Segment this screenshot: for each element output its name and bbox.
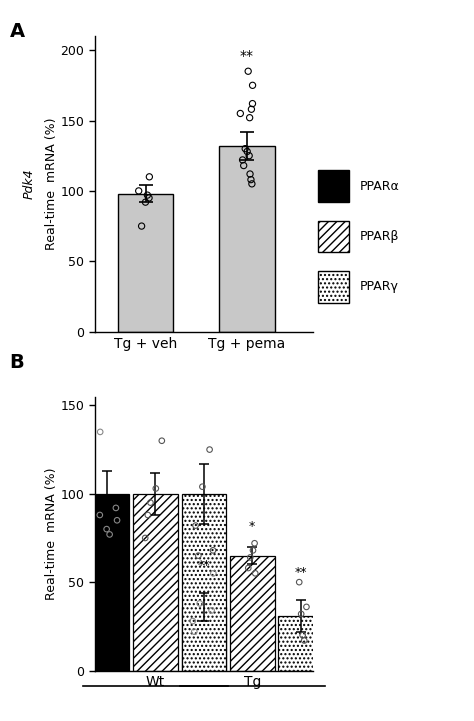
Point [248, 178, 255, 190]
Bar [182, 494, 226, 671]
Point [146, 497, 154, 508]
Point [246, 150, 253, 162]
Point [158, 435, 165, 446]
Point [241, 143, 249, 154]
Point [247, 174, 255, 185]
Point [199, 481, 206, 492]
Point [297, 609, 305, 620]
Text: PPARγ: PPARγ [360, 280, 399, 293]
Point [112, 502, 120, 513]
Point [240, 160, 247, 172]
Point [141, 532, 149, 544]
Point [247, 104, 255, 115]
Point [96, 426, 104, 438]
Point [303, 601, 310, 613]
Bar [318, 170, 349, 202]
Point [106, 528, 113, 540]
Text: A: A [9, 22, 25, 40]
Point [251, 567, 259, 579]
Text: **: ** [198, 559, 210, 572]
Point [194, 550, 202, 562]
Point [210, 567, 217, 579]
Point [196, 598, 203, 609]
Point [113, 515, 121, 526]
Text: Pdk4: Pdk4 [23, 169, 36, 199]
Point [251, 537, 258, 549]
Text: **: ** [240, 49, 254, 63]
Point [103, 523, 110, 535]
Text: PPARβ: PPARβ [360, 230, 400, 243]
Point [249, 544, 257, 556]
Point [209, 544, 217, 556]
Bar [182, 607, 226, 671]
Point [142, 196, 149, 208]
Point [206, 444, 213, 456]
Point [189, 615, 197, 627]
Point [245, 562, 252, 574]
Point [246, 168, 254, 180]
Point [96, 509, 104, 521]
Bar [85, 494, 129, 671]
Point [246, 552, 254, 563]
Bar [133, 494, 178, 671]
Text: **: ** [294, 565, 307, 579]
Point [239, 154, 246, 166]
Bar [318, 271, 349, 303]
Bar [318, 221, 349, 252]
Bar [230, 556, 274, 671]
Point [249, 98, 256, 110]
Point [237, 107, 244, 119]
Point [243, 146, 251, 157]
Point [299, 629, 306, 641]
Point [301, 634, 308, 646]
Point [245, 66, 252, 77]
Point [135, 185, 143, 197]
Point [191, 626, 198, 637]
Text: *: * [249, 520, 255, 533]
Point [192, 520, 200, 531]
Point [146, 171, 153, 182]
Text: PPARα: PPARα [360, 180, 400, 193]
Bar [118, 194, 173, 332]
Bar [278, 616, 323, 671]
Point [246, 112, 254, 123]
Text: B: B [9, 353, 24, 372]
Point [144, 190, 151, 201]
Point [144, 509, 152, 521]
Bar [219, 146, 275, 332]
Point [138, 221, 146, 232]
Y-axis label: Real-time  mRNA (%): Real-time mRNA (%) [45, 467, 58, 600]
Point [145, 193, 153, 204]
Point [208, 605, 215, 616]
Point [152, 482, 160, 494]
Point [249, 79, 256, 91]
Point [295, 576, 303, 588]
Y-axis label: Real-time  mRNA (%): Real-time mRNA (%) [45, 118, 58, 250]
